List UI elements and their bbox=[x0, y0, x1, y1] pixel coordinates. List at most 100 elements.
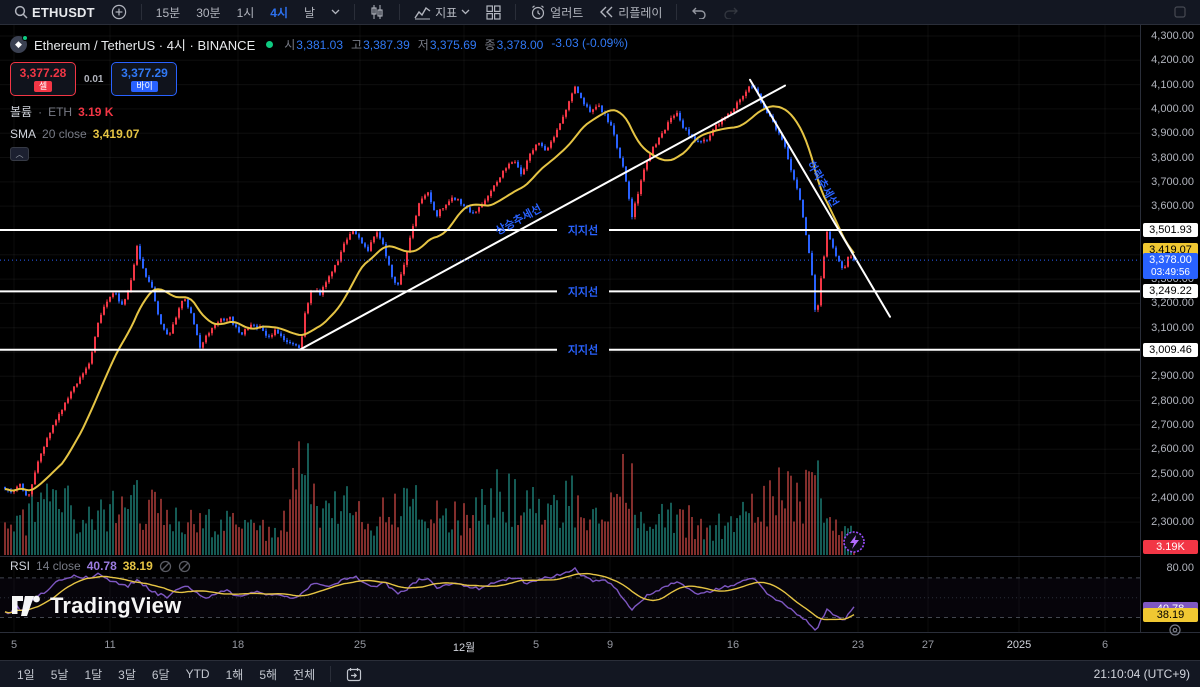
timeframe-menu-button[interactable] bbox=[325, 7, 346, 17]
market-open-dot bbox=[266, 41, 274, 48]
range-1d-button[interactable]: 1일 bbox=[17, 667, 35, 682]
price-axis[interactable]: 4,300.00 4,200.00 4,100.00 4,000.00 3,900.00… bbox=[1140, 25, 1200, 636]
grid-layout-icon bbox=[486, 4, 501, 20]
support-price-badge[interactable]: 3,009.46 bbox=[1143, 342, 1198, 357]
time-tick-label: 27 bbox=[921, 639, 935, 651]
volume-badge[interactable]: 3.19K bbox=[1143, 540, 1198, 554]
price-tick-label: 2,500.00 bbox=[1151, 467, 1194, 480]
chevron-down-icon bbox=[461, 9, 470, 15]
range-ytd-button[interactable]: YTD bbox=[185, 667, 210, 681]
toolbar-separator bbox=[399, 4, 401, 20]
range-6m-button[interactable]: 6달 bbox=[151, 667, 170, 682]
compare-add-button[interactable] bbox=[105, 2, 133, 22]
pane-separator[interactable] bbox=[0, 556, 1200, 557]
price-tick-label: 3,100.00 bbox=[1151, 321, 1194, 334]
volume-bars bbox=[4, 441, 855, 555]
low-value: 3,375.69 bbox=[429, 38, 477, 52]
rsi-legend-row[interactable]: RSI 14 close 40.78 38.19 bbox=[10, 559, 191, 573]
replay-icon bbox=[600, 6, 613, 18]
timeframe-30m[interactable]: 30분 bbox=[196, 5, 221, 20]
chart-legend: ◆ Ethereum / TetherUS · 4시 · BINANCE 시3,… bbox=[10, 35, 628, 161]
replay-label: 리플레이 bbox=[618, 5, 663, 20]
timeframe-1d[interactable]: 날 bbox=[304, 5, 316, 20]
chart-area[interactable]: 지지선 지지선 지지선 상승추세선 하락추세선 ◆ Ethereum / TetherU… bbox=[0, 25, 1200, 660]
volume-name: 볼륨 bbox=[10, 105, 33, 119]
time-tick-label: 12월 bbox=[452, 642, 476, 654]
symbol-search-button[interactable]: ETHUSDT bbox=[8, 3, 101, 22]
hide-indicator-icon[interactable] bbox=[178, 560, 191, 573]
range-5y-button[interactable]: 5해 bbox=[259, 667, 278, 682]
support-price-badge[interactable]: 3,501.93 bbox=[1143, 222, 1198, 237]
timeframe-15m[interactable]: 15분 bbox=[155, 5, 181, 20]
watermark-text: TradingView bbox=[50, 593, 182, 618]
volume-value: 3.19 K bbox=[78, 104, 114, 119]
time-tick-label: 6 bbox=[1101, 639, 1109, 651]
quick-trade-lightning-icon[interactable] bbox=[843, 531, 865, 553]
hide-indicator-icon[interactable] bbox=[159, 560, 172, 573]
time-tick-label: 25 bbox=[353, 639, 367, 651]
timeframe-1h[interactable]: 1시 bbox=[236, 5, 255, 20]
alert-label: 얼러트 bbox=[550, 5, 584, 20]
sma-value: 3,419.07 bbox=[92, 127, 140, 141]
time-tick-label: 23 bbox=[851, 639, 865, 651]
time-tick-label: 11 bbox=[104, 639, 116, 651]
legend-collapse-button[interactable]: ︿ bbox=[10, 147, 29, 161]
range-all-button[interactable]: 전체 bbox=[293, 667, 316, 682]
replay-button[interactable]: 리플레이 bbox=[593, 2, 668, 23]
plus-circle-icon bbox=[111, 4, 126, 20]
time-tick-label: 5 bbox=[532, 639, 540, 651]
price-tick-label: 2,900.00 bbox=[1151, 370, 1194, 383]
toolbar-separator bbox=[676, 4, 678, 20]
volume-legend-row[interactable]: 볼륨 · ETH 3.19 K bbox=[10, 104, 114, 120]
support-line-label[interactable]: 지지선 bbox=[568, 343, 598, 357]
spread-value: 0.01 bbox=[84, 73, 104, 85]
current-price-badge[interactable]: 3,378.00 03:49:56 bbox=[1143, 253, 1198, 280]
volume-symbol: ETH bbox=[48, 104, 73, 119]
rsi-params: 14 close bbox=[36, 559, 81, 573]
goto-date-button[interactable] bbox=[339, 665, 369, 684]
redo-icon bbox=[724, 7, 739, 19]
undo-icon bbox=[692, 7, 707, 19]
ohlc-values: 시3,381.03 고3,387.39 저3,375.69 종3,378.00 … bbox=[284, 36, 629, 52]
toolbar-separator bbox=[515, 4, 517, 20]
undo-button[interactable] bbox=[685, 4, 713, 21]
timeframe-4h[interactable]: 4시 bbox=[270, 5, 289, 20]
buy-button[interactable]: 3,377.29 바이 bbox=[111, 62, 178, 96]
sell-price: 3,377.28 bbox=[19, 66, 67, 80]
time-tick-label: 9 bbox=[606, 639, 614, 651]
clock-utc-label[interactable]: 21:10:04 (UTC+9) bbox=[1093, 667, 1190, 681]
range-5d-button[interactable]: 5날 bbox=[50, 667, 69, 682]
live-dot bbox=[22, 35, 28, 41]
high-value: 3,387.39 bbox=[363, 38, 410, 52]
range-3m-button[interactable]: 3달 bbox=[118, 667, 136, 682]
rsi-ma-badge[interactable]: 38.19 bbox=[1143, 608, 1198, 623]
sma-name: SMA bbox=[10, 127, 37, 141]
candlestick-icon bbox=[371, 5, 383, 19]
support-line-label[interactable]: 지지선 bbox=[568, 284, 598, 298]
sma-params: 20 close bbox=[42, 127, 87, 141]
axis-settings-gear-icon[interactable] bbox=[1168, 623, 1182, 637]
time-tick-label: 2025 bbox=[1006, 639, 1032, 651]
indicators-button[interactable]: 지표 bbox=[408, 2, 476, 23]
top-toolbar: ETHUSDT 15분 30분 1시 4시 날 지표 얼러트 리플레이 bbox=[0, 0, 1200, 25]
chart-style-button[interactable] bbox=[363, 2, 391, 22]
support-line-label[interactable]: 지지선 bbox=[568, 223, 598, 237]
sell-label: 셀 bbox=[33, 81, 53, 92]
alert-button[interactable]: 얼러트 bbox=[524, 2, 589, 23]
range-1m-button[interactable]: 1달 bbox=[84, 667, 103, 682]
sma-legend-row[interactable]: SMA 20 close 3,419.07 bbox=[10, 127, 628, 141]
support-price-badge[interactable]: 3,249.22 bbox=[1143, 284, 1198, 299]
price-tick-label: 3,200.00 bbox=[1151, 297, 1194, 310]
price-tick-label: 80.00 bbox=[1166, 562, 1194, 574]
layout-grid-button[interactable] bbox=[480, 3, 507, 22]
rsi-ma-value: 38.19 bbox=[122, 559, 153, 573]
chart-title[interactable]: Ethereum / TetherUS · 4시 · BINANCE bbox=[34, 38, 256, 53]
toolbar-overflow-button[interactable] bbox=[1168, 4, 1192, 20]
time-axis[interactable]: 5 11 18 25 12월 5 9 16 23 27 2025 6 bbox=[0, 632, 1200, 660]
redo-button[interactable] bbox=[717, 4, 745, 21]
range-1y-button[interactable]: 1해 bbox=[225, 667, 244, 682]
price-tick-label: 3,600.00 bbox=[1151, 200, 1194, 213]
sell-button[interactable]: 3,377.28 셀 bbox=[10, 62, 76, 96]
price-tick-label: 4,000.00 bbox=[1151, 102, 1194, 115]
